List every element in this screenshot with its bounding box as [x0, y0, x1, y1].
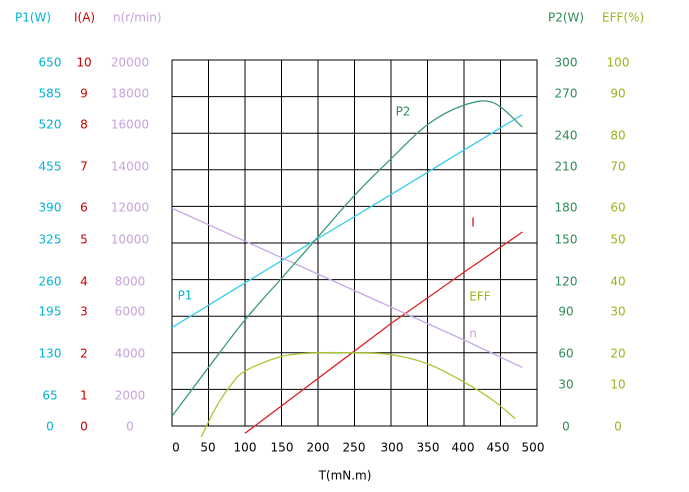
series-label-p2: P2	[396, 105, 411, 119]
axis-tick-eff: 100	[607, 56, 630, 70]
axis-tick-n: 14000	[111, 160, 149, 174]
x-tick-label: 450	[487, 441, 510, 455]
series-group	[172, 100, 523, 438]
axis-tick-p2: 0	[562, 420, 570, 434]
axis-tick-n: 0	[126, 420, 134, 434]
axis-tick-i: 5	[80, 233, 88, 247]
series-label-eff: EFF	[469, 290, 490, 304]
axis-tick-i: 3	[80, 305, 88, 319]
axis-tick-eff: 20	[610, 347, 625, 361]
axis-tick-i: 2	[80, 347, 88, 361]
x-tick-label: 0	[172, 441, 180, 455]
series-line-p1	[172, 114, 523, 329]
series-label-p1: P1	[178, 289, 193, 303]
axis-tick-n: 2000	[115, 389, 146, 403]
series-line-p2	[172, 100, 523, 417]
axis-tick-p1: 585	[39, 87, 62, 101]
axis-tick-i: 8	[80, 118, 88, 132]
axis-tick-i: 6	[80, 201, 88, 215]
series-line-n	[172, 207, 523, 369]
axis-title-p2: P2(W)	[548, 11, 584, 25]
axis-tick-p2: 270	[555, 87, 578, 101]
x-tick-label: 300	[381, 441, 404, 455]
series-label-i: I	[471, 216, 475, 230]
axis-tick-i: 10	[76, 56, 91, 70]
x-tick-label: 350	[417, 441, 440, 455]
axis-tick-p1: 390	[39, 201, 62, 215]
axis-tick-n: 4000	[115, 347, 146, 361]
x-tick-label: 200	[307, 441, 330, 455]
axis-tick-i: 7	[80, 160, 88, 174]
axis-tick-p2: 240	[555, 129, 578, 143]
axis-tick-p1: 650	[39, 56, 62, 70]
axis-tick-n: 20000	[111, 56, 149, 70]
axis-tick-p1: 325	[39, 233, 62, 247]
axis-tick-n: 6000	[115, 305, 146, 319]
axis-tick-p2: 120	[555, 275, 578, 289]
axis-tick-eff: 50	[610, 233, 625, 247]
axis-tick-p2: 180	[555, 201, 578, 215]
x-tick-label: 100	[234, 441, 257, 455]
x-tick-label: 400	[452, 441, 475, 455]
axis-tick-p2: 60	[558, 347, 573, 361]
axis-tick-p1: 260	[39, 275, 62, 289]
axis-tick-n: 8000	[115, 275, 146, 289]
axis-tick-eff: 10	[610, 378, 625, 392]
axis-tick-n: 10000	[111, 233, 149, 247]
axis-title-p1: P1(W)	[15, 11, 51, 25]
axis-title-eff: EFF(%)	[602, 11, 644, 25]
x-tick-label: 150	[271, 441, 294, 455]
axis-tick-i: 0	[80, 420, 88, 434]
axis-tick-eff: 30	[610, 305, 625, 319]
axis-tick-p2: 30	[558, 378, 573, 392]
series-line-i	[244, 231, 523, 434]
axis-tick-i: 9	[80, 87, 88, 101]
series-line-eff	[200, 351, 516, 438]
axis-title-n: n(r/min)	[113, 11, 162, 25]
axis-tick-eff: 70	[610, 160, 625, 174]
x-tick-label: 250	[343, 441, 366, 455]
axis-tick-n: 16000	[111, 118, 149, 132]
x-axis-label: T(mN.m)	[318, 469, 372, 483]
axis-tick-p2: 90	[558, 305, 573, 319]
x-tick-label: 500	[522, 441, 545, 455]
axis-tick-p1: 455	[39, 160, 62, 174]
series-label-n: n	[469, 327, 477, 341]
axis-tick-n: 12000	[111, 201, 149, 215]
axis-tick-eff: 90	[610, 87, 625, 101]
axis-tick-p2: 150	[555, 233, 578, 247]
axis-title-i: I(A)	[74, 11, 95, 25]
axis-tick-p1: 65	[42, 389, 57, 403]
axis-tick-eff: 40	[610, 275, 625, 289]
axis-tick-p2: 210	[555, 160, 578, 174]
axis-tick-i: 4	[80, 275, 88, 289]
axis-tick-eff: 60	[610, 201, 625, 215]
x-tick-label: 50	[200, 441, 215, 455]
axis-tick-eff: 0	[614, 420, 622, 434]
axis-tick-p1: 195	[39, 305, 62, 319]
axis-tick-i: 1	[80, 389, 88, 403]
axis-tick-eff: 80	[610, 129, 625, 143]
grid-lines	[171, 59, 538, 427]
axis-tick-p2: 300	[555, 56, 578, 70]
axis-tick-p1: 520	[39, 118, 62, 132]
axis-tick-p1: 0	[46, 420, 54, 434]
axis-tick-p1: 130	[39, 347, 62, 361]
axis-tick-n: 18000	[111, 87, 149, 101]
